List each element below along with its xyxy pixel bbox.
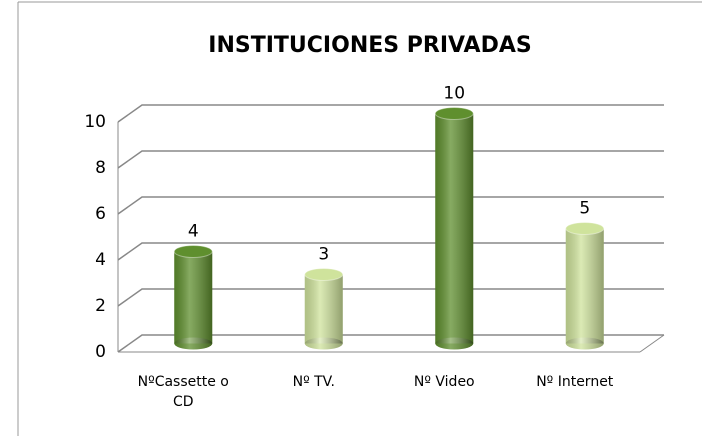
bar-part [435, 113, 474, 344]
grid-line [117, 150, 664, 169]
x-tick-label: Nº Internet [536, 374, 614, 390]
grid-line [117, 242, 664, 261]
bar-part [304, 274, 343, 344]
grid-line [117, 288, 664, 307]
bar-part [174, 251, 213, 344]
data-label: 3 [318, 245, 329, 265]
bar-part [565, 228, 604, 344]
y-tick-label: 4 [95, 250, 106, 270]
data-label: 10 [443, 84, 465, 104]
grid-line [117, 334, 664, 353]
bar-part [434, 107, 474, 120]
bar [565, 222, 605, 350]
y-tick-label: 6 [95, 204, 106, 224]
data-label: 4 [188, 222, 199, 242]
y-tick-label: 0 [95, 342, 106, 362]
x-tick-label: Nº TV. [292, 374, 335, 390]
data-label: 5 [579, 199, 590, 219]
chart-title: INSTITUCIONES PRIVADAS [208, 33, 531, 58]
grid-line [117, 104, 664, 123]
bar-part [304, 268, 344, 281]
x-tick-label: Nº Video [413, 374, 475, 390]
bar-part [565, 222, 605, 235]
x-tick-label: NºCassette o CD [137, 374, 229, 410]
axis [639, 334, 665, 353]
bar [434, 107, 474, 350]
grid-line [117, 196, 664, 215]
bar [173, 245, 213, 350]
y-tick-label: 8 [95, 158, 106, 178]
bar [304, 268, 344, 350]
y-tick-label: 2 [95, 296, 106, 316]
bar-part [173, 245, 213, 258]
y-tick-label: 10 [84, 112, 106, 132]
